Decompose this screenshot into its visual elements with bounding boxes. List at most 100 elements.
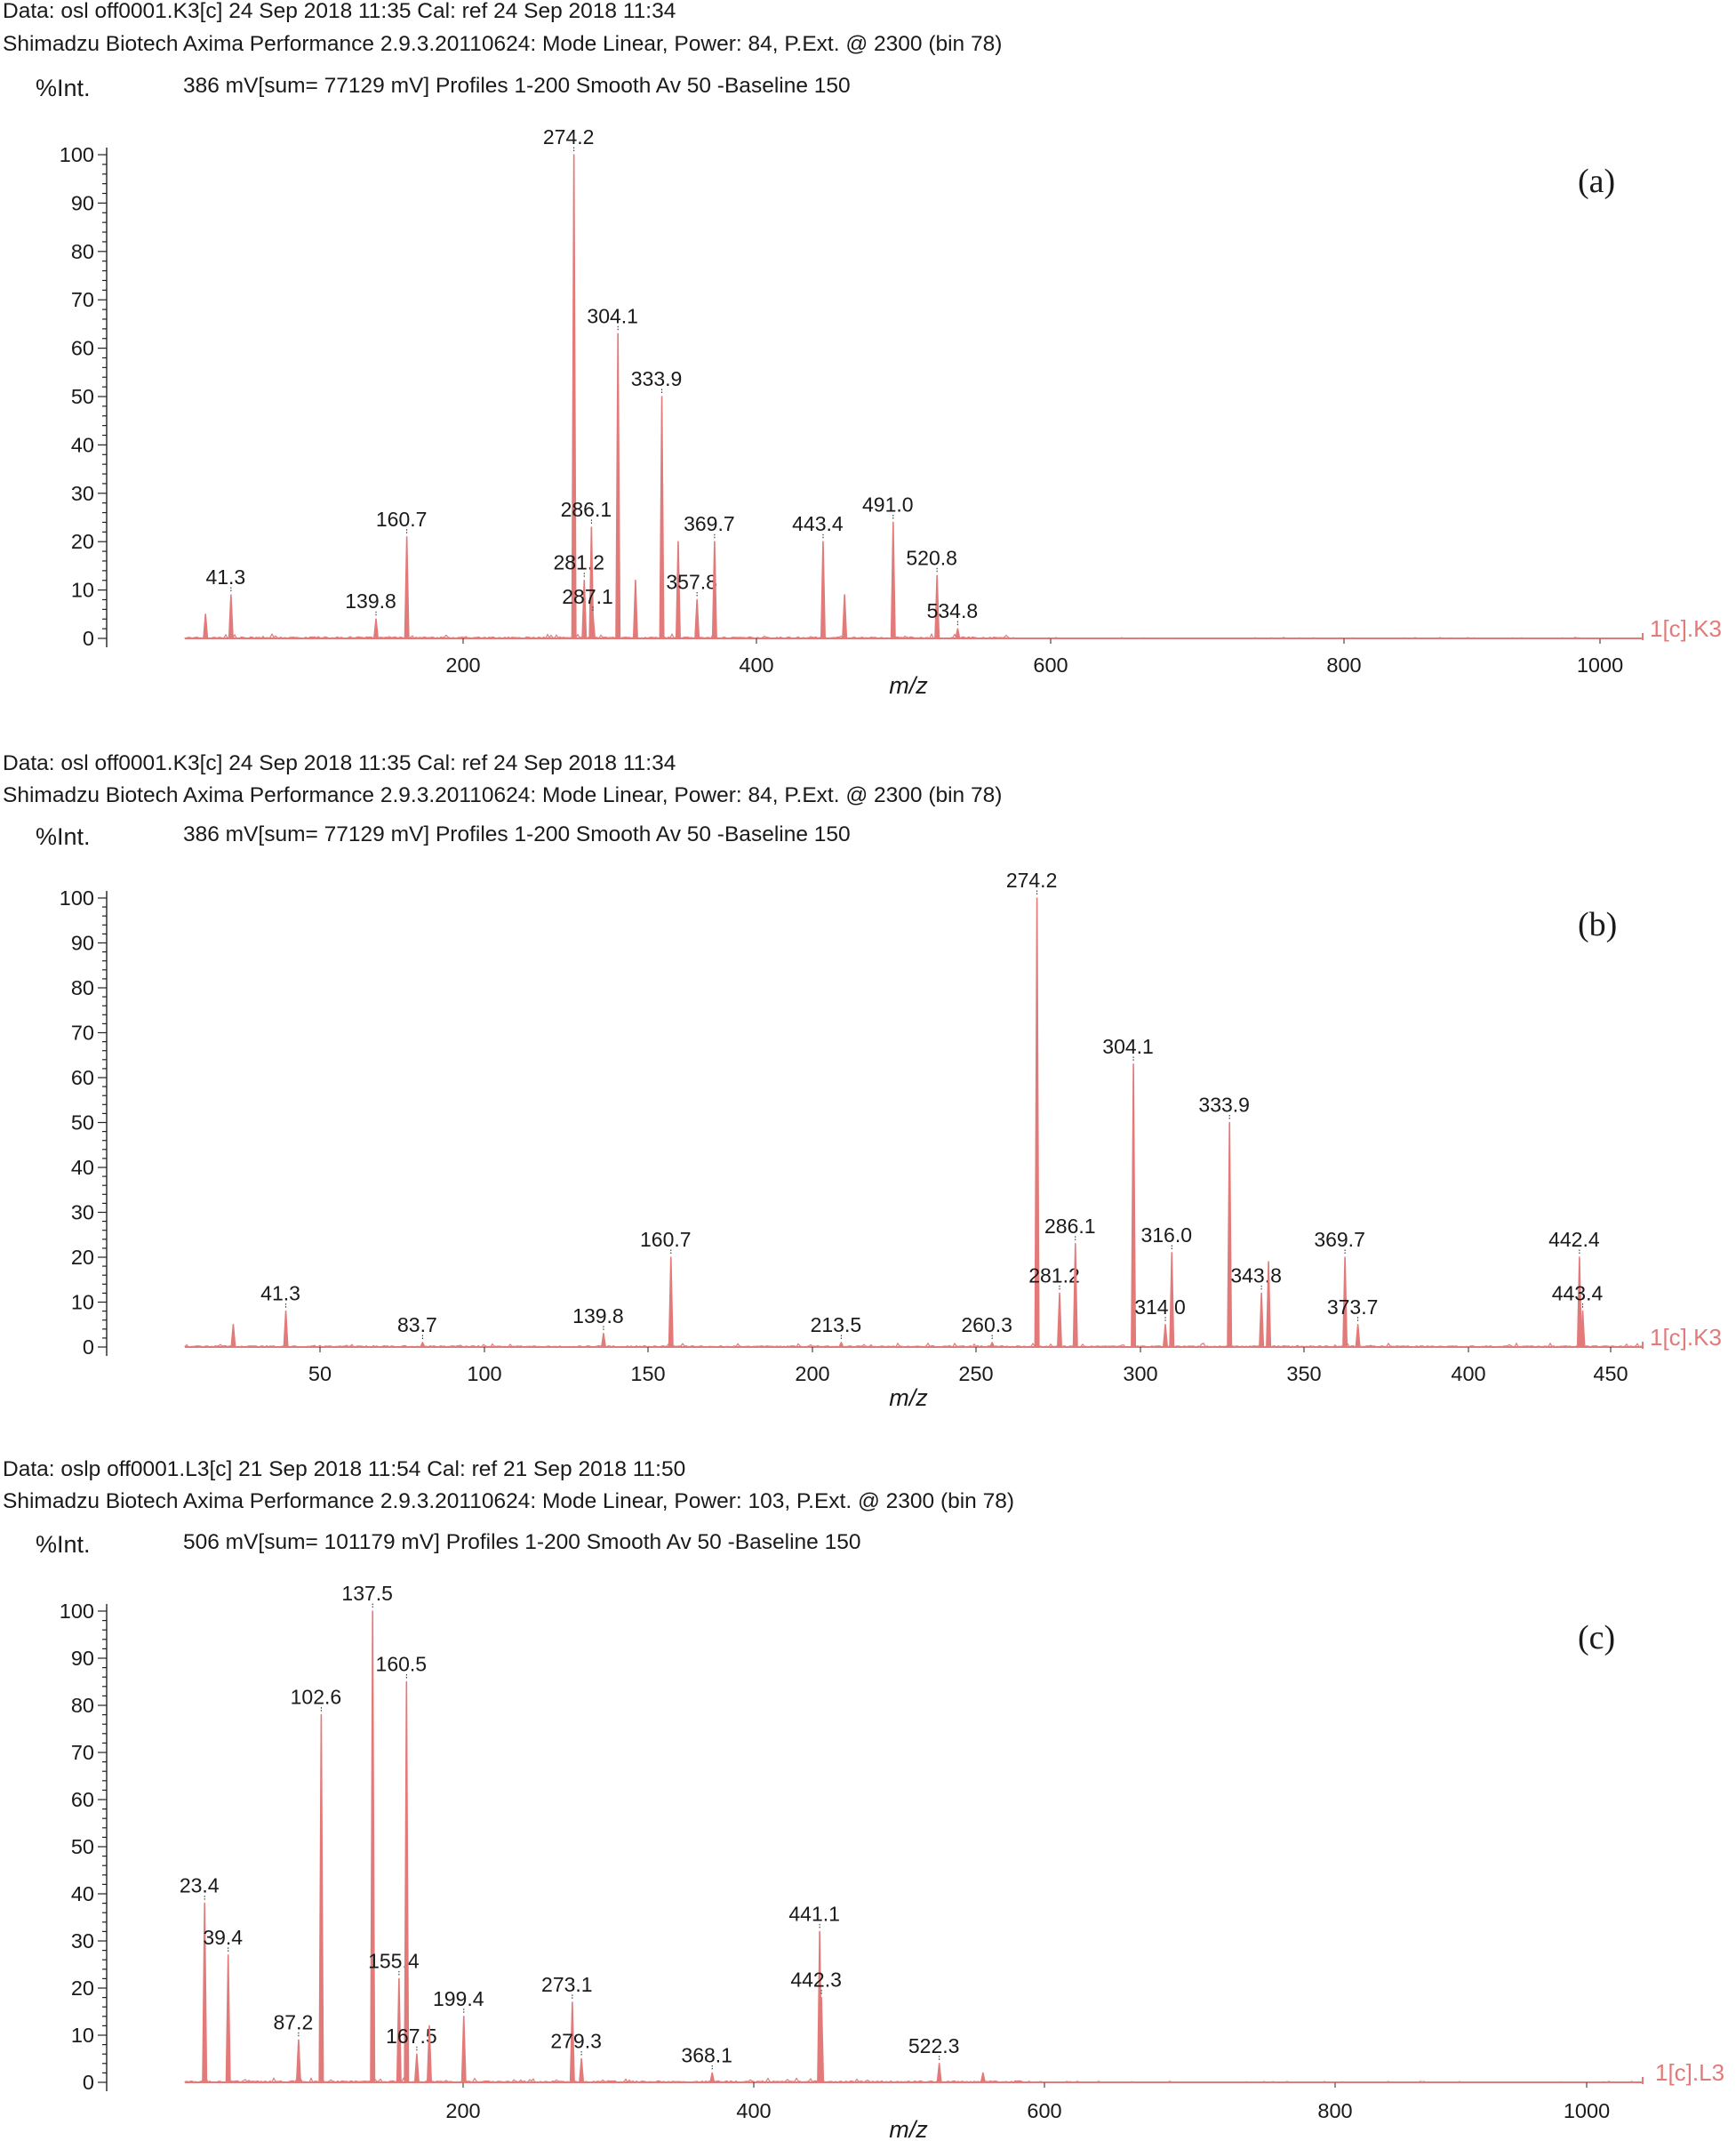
peak-label: 279.3 [550, 2030, 602, 2053]
peak-label: 41.3 [205, 565, 245, 589]
x-axis-label: m/z [889, 1384, 928, 1411]
scan-info: 506 mV[sum= 101179 mV] Profiles 1-200 Sm… [183, 1530, 860, 1554]
spectrum-peak [1227, 1121, 1233, 1348]
peak-label: 491.0 [862, 493, 914, 516]
spectrum-peak [230, 1323, 236, 1348]
y-tick-label: 100 [60, 143, 94, 166]
x-tick-label: 400 [739, 654, 773, 677]
scan-info: 386 mV[sum= 77129 mV] Profiles 1-200 Smo… [183, 74, 851, 98]
peak-label: 137.5 [341, 1582, 393, 1605]
y-tick-label: 100 [60, 886, 94, 910]
spectrum-peak [404, 535, 410, 639]
spectrum-peak [203, 613, 209, 639]
instrument-header: Shimadzu Biotech Axima Performance 2.9.3… [3, 783, 1002, 807]
spectrum-peak [283, 1310, 289, 1348]
peak-label: 139.8 [345, 589, 396, 613]
y-tick-label: 40 [71, 1156, 94, 1179]
y-tick-label: 60 [71, 1788, 94, 1811]
scan-info: 386 mV[sum= 77129 mV] Profiles 1-200 Smo… [183, 822, 851, 846]
panel-label: (b) [1578, 906, 1617, 943]
spectrum-peak [1131, 1063, 1137, 1348]
peak-label: 155.4 [368, 1949, 420, 1972]
x-tick-label: 100 [467, 1362, 501, 1385]
peak-label: 286.1 [1044, 1215, 1096, 1238]
y-tick-label: 40 [71, 433, 94, 456]
y-tick-label: 30 [71, 482, 94, 505]
peak-label: 442.3 [790, 1969, 842, 1992]
y-tick-label: 0 [83, 627, 94, 650]
y-tick-label: 80 [71, 976, 94, 999]
y-tick-label: 20 [71, 1977, 94, 2000]
spectrum-peak [590, 613, 596, 639]
spectrum-peak [228, 594, 234, 639]
spectrum-peak [396, 1977, 402, 2083]
x-tick-label: 600 [1033, 654, 1068, 677]
spectrum-peak [1355, 1323, 1361, 1348]
x-axis-label: m/z [889, 2116, 928, 2141]
spectrum-peak [460, 2016, 467, 2083]
peak-label: 369.7 [1314, 1228, 1365, 1251]
peak-label: 23.4 [180, 1874, 220, 1897]
data-file-header: Data: osl off0001.K3[c] 24 Sep 2018 11:3… [3, 0, 676, 23]
spectrum-peak [890, 521, 896, 639]
y-tick-label: 90 [71, 191, 94, 214]
spectrum-peak [1057, 1292, 1062, 1348]
spectrum-peak [420, 1342, 426, 1348]
y-tick-label: 90 [71, 932, 94, 955]
x-tick-label: 800 [1326, 654, 1361, 677]
spectrum-peak [370, 1610, 376, 2083]
spectrum-peak [1266, 1261, 1272, 1348]
peak-label: 160.5 [376, 1653, 428, 1676]
peak-label: 534.8 [927, 599, 979, 622]
x-tick-label: 350 [1286, 1362, 1321, 1385]
spectrum-panel-a: Data: osl off0001.K3[c] 24 Sep 2018 11:3… [3, 0, 1722, 699]
baseline-noise [184, 2077, 1644, 2084]
spectrum-peak [989, 1342, 996, 1348]
y-tick-label: 30 [71, 1929, 94, 1953]
peak-label: 443.4 [792, 512, 844, 535]
trace-label: 1[c].K3 [1650, 615, 1722, 642]
peak-label: 87.2 [274, 2010, 314, 2033]
peak-label: 368.1 [681, 2043, 732, 2066]
spectrum-peak [600, 1333, 606, 1348]
y-tick-label: 50 [71, 1111, 94, 1135]
panel-label: (c) [1578, 1619, 1615, 1656]
spectrum-peak [295, 2039, 301, 2083]
y-tick-label: 10 [71, 2024, 94, 2047]
peak-label: 316.0 [1140, 1223, 1192, 1247]
peak-label: 139.8 [572, 1304, 624, 1327]
spectrum-peak [955, 628, 961, 639]
instrument-header: Shimadzu Biotech Axima Performance 2.9.3… [3, 32, 1002, 56]
y-tick-label: 80 [71, 1694, 94, 1717]
peak-label: 274.2 [543, 125, 595, 148]
peak-label: 522.3 [908, 2034, 960, 2057]
y-tick-label: 80 [71, 240, 94, 263]
spectrum-peak [404, 1680, 410, 2083]
peak-label: 274.2 [1006, 869, 1058, 892]
spectrum-peak [934, 574, 940, 639]
y-axis-label: %Int. [36, 1531, 91, 1558]
spectrum-peak [1072, 1243, 1078, 1348]
x-tick-label: 300 [1123, 1362, 1157, 1385]
peak-label: 102.6 [291, 1686, 342, 1709]
peak-label: 304.1 [1102, 1035, 1154, 1058]
spectrum-peak [225, 1954, 231, 2083]
y-tick-label: 50 [71, 1835, 94, 1858]
y-tick-label: 50 [71, 385, 94, 408]
peak-label: 357.8 [666, 570, 717, 593]
peak-label: 520.8 [906, 546, 957, 569]
peak-label: 304.1 [587, 304, 638, 327]
peak-label: 442.4 [1548, 1228, 1600, 1251]
peak-label: 273.1 [541, 1973, 593, 1996]
spectrum-peak [569, 2001, 575, 2083]
peak-label: 441.1 [788, 1902, 840, 1925]
spectrum-peak [1163, 1323, 1169, 1348]
instrument-header: Shimadzu Biotech Axima Performance 2.9.3… [3, 1489, 1014, 1513]
y-axis-label: %Int. [36, 75, 91, 101]
peak-label: 83.7 [397, 1313, 437, 1336]
peak-label: 369.7 [684, 512, 735, 535]
y-tick-label: 30 [71, 1201, 94, 1224]
trace-label: 1[c].L3 [1655, 2059, 1724, 2086]
spectrum-peak [838, 1342, 844, 1348]
